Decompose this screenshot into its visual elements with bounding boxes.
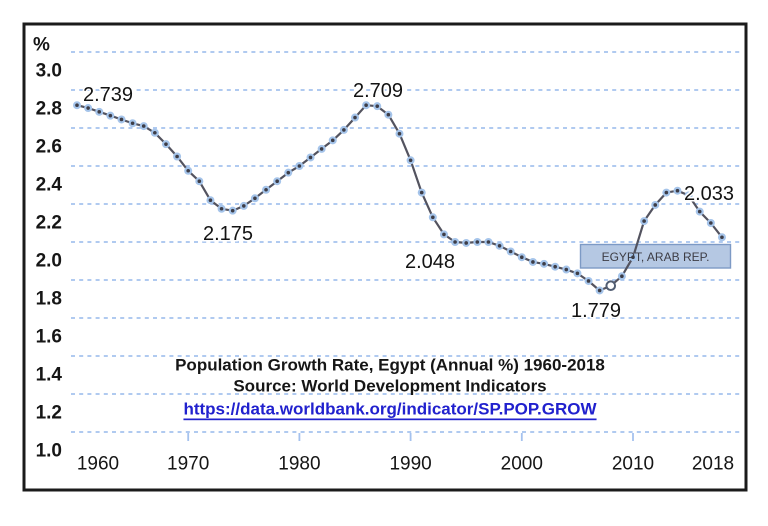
data-point-core [175,154,179,159]
value-annotation: 2.739 [83,84,133,106]
data-point-core [164,142,168,146]
data-point-core [364,103,368,107]
data-point-core [597,288,602,293]
data-point-core [308,155,313,160]
legend-label: EGYPT, ARAB REP. [602,250,710,264]
data-point-core [475,240,480,244]
data-point-core [664,190,669,195]
x-axis-label: 1990 [389,454,431,475]
data-point-core [497,244,502,248]
data-point-core [586,279,591,283]
data-point-core [286,170,291,175]
legend-box [579,243,732,269]
data-point-core [264,187,268,192]
data-point-core [720,235,724,240]
data-point-core [197,179,202,183]
value-annotation: 2.175 [203,223,253,245]
y-axis-unit-label: % [33,35,50,56]
x-axis-label: 2010 [612,454,654,475]
chart-border [22,22,748,492]
data-point-core [275,179,279,183]
data-point-core [119,117,124,122]
data-point-core [253,196,257,201]
x-axis-label: 2018 [692,454,734,475]
data-point-core [564,267,569,272]
data-point-core [442,232,446,237]
data-point-core [486,240,491,244]
data-point-core [553,264,557,269]
data-point-core [520,255,524,259]
data-point-core [375,104,380,108]
chart-source: Source: World Development Indicators [233,377,546,396]
data-point-core [709,221,713,225]
data-point-core [297,164,302,168]
data-point-core [108,113,113,118]
data-point-core [330,138,335,143]
y-axis-label: 2.8 [36,99,62,120]
data-point-core [141,124,146,128]
y-axis-label: 2.0 [36,251,62,272]
y-axis-label: 2.4 [36,175,63,196]
y-axis-label: 1.2 [36,403,62,424]
data-point-core [631,255,635,259]
data-point-core [653,203,658,207]
data-point-core [575,271,580,276]
open-data-point-marker [605,280,617,292]
value-annotation: 2.709 [353,80,403,102]
y-axis-label: 3.0 [36,61,62,82]
data-point-core [453,240,457,244]
data-point-core [319,147,324,151]
data-point-core [186,168,190,173]
data-point-core [620,274,624,279]
data-point-core [353,115,357,120]
data-point-core [397,131,402,136]
data-point-core [675,188,680,193]
data-point-core [153,130,157,135]
data-point-core [230,208,235,213]
data-point-core [642,219,646,223]
y-axis-label: 1.4 [36,365,63,386]
data-point-core [464,241,469,245]
value-annotation: 2.033 [684,183,734,205]
y-axis-label: 1.8 [36,289,62,310]
data-point-core [86,106,90,110]
data-point-core [419,190,424,195]
y-axis-label: 1.6 [36,327,62,348]
data-point-core [508,249,513,254]
data-point-core [697,209,702,214]
x-axis-label: 2000 [501,454,543,475]
value-annotation: 2.048 [405,251,455,273]
data-point-core [542,262,546,266]
data-point-core [342,128,346,132]
data-point-core [242,204,246,208]
data-point-core [75,103,79,107]
value-annotation: 1.779 [571,300,621,322]
data-point-core [97,110,102,114]
y-axis-label: 1.0 [36,441,62,462]
data-point-core [219,206,224,211]
data-point-core [386,112,391,117]
data-point-core [208,198,213,202]
y-axis-label: 2.2 [36,213,62,234]
chart-title: Population Growth Rate, Egypt (Annual %)… [175,356,605,375]
x-axis-label: 1980 [278,454,320,475]
data-point-core [431,215,435,220]
x-axis-label: 1960 [77,454,119,475]
data-point-core [130,121,135,126]
data-point-core [531,260,535,264]
data-point-core [408,158,413,163]
worldbank-link[interactable]: https://data.worldbank.org/indicator/SP.… [183,400,597,419]
x-axis-label: 1970 [167,454,209,475]
data-point-core [686,193,691,198]
y-axis-label: 2.6 [36,137,62,158]
